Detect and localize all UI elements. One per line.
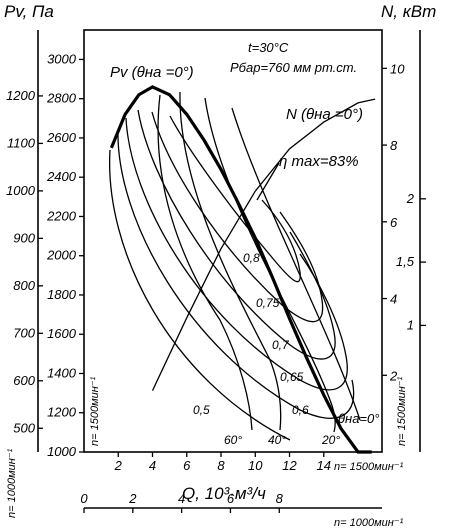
pv-1000-tick-label: 800 <box>13 278 35 293</box>
q-1000-tick-label: 6 <box>227 491 235 506</box>
pv-tick-label: 3000 <box>47 51 77 66</box>
q-axis-ticks: 2 4 6 8 10 12 14 <box>114 452 331 473</box>
pv-1000-tick-label: 600 <box>13 373 35 388</box>
n-tick-label: 4 <box>390 292 397 307</box>
angle-curve-20 <box>204 97 336 433</box>
n-tick-label: 6 <box>390 215 398 230</box>
pv-axis-ticks: 1000 1200 1400 1600 1800 2000 2200 2400 2600 2800… <box>46 51 84 459</box>
efficiency-curve-0-5 <box>108 149 291 441</box>
n-1000-tick-label: 1,5 <box>396 254 415 269</box>
pv-tick-label: 1200 <box>47 405 77 420</box>
angle-label-40: 40° <box>268 433 286 447</box>
efficiency-curve-0-75 <box>151 111 324 323</box>
pv-curve <box>109 85 372 454</box>
pv-1000-tick-label: 700 <box>13 325 35 340</box>
pv-1000-tick-label: 1100 <box>7 135 36 150</box>
power-curve <box>151 98 376 391</box>
angle-curve-60 <box>157 94 253 431</box>
pv-tick-label: 2000 <box>46 248 77 263</box>
pv-tick-label: 2400 <box>46 169 77 184</box>
angle-curve-0 <box>231 107 361 421</box>
pv-axis-rpm-label: n= 1500мин⁻¹ <box>89 376 101 446</box>
n-1000-tick-label: 1 <box>407 317 414 332</box>
q-1000-tick-label: 4 <box>178 491 185 506</box>
n-tick-label: 8 <box>390 138 398 153</box>
pv-1000-tick-label: 1000 <box>6 183 36 198</box>
efficiency-label-0-65: 0,65 <box>280 370 304 384</box>
pv-1000-tick-label: 1200 <box>6 88 36 103</box>
pv-curve-label: Pv (θна =0°) <box>110 64 194 81</box>
pv-tick-label: 1800 <box>47 287 77 302</box>
n-1000-tick-label: 2 <box>406 191 415 206</box>
efficiency-label-0-7: 0,7 <box>272 338 290 352</box>
q-tick-label: 14 <box>317 458 331 473</box>
power-curve-label: N (θна =0°) <box>286 106 363 123</box>
eta-max-label: η max=83% <box>279 153 359 170</box>
efficiency-curve-0-65 <box>125 117 348 391</box>
q-tick-label: 10 <box>248 458 263 473</box>
n-axis-ticks: 2 4 6 8 10 <box>382 61 405 383</box>
pv-axis-title: Pv, Па <box>4 2 54 21</box>
n-tick-label: 2 <box>389 368 398 383</box>
pv-1000-axis-rpm-label: n= 1000мин⁻¹ <box>6 448 18 518</box>
q-1000-axis-rpm-label: n= 1000мин⁻¹ <box>334 517 404 529</box>
q-1000-tick-label: 2 <box>128 491 137 506</box>
efficiency-label-0-5: 0,5 <box>193 403 210 417</box>
q-1000-tick-label: 8 <box>276 491 284 506</box>
temperature-note: t=30°C <box>248 40 289 55</box>
pv-tick-label: 1600 <box>47 326 77 341</box>
q-1000-tick-label: 0 <box>80 491 88 506</box>
q-tick-label: 4 <box>149 458 156 473</box>
eta-max-pointer <box>256 162 280 201</box>
q-axis-title: Q, 10³·м³/ч <box>182 484 266 503</box>
q-axis-rpm-label: n= 1500мин⁻¹ <box>334 461 404 473</box>
efficiency-label-0-6: 0,6 <box>292 403 309 417</box>
plot-frame <box>83 29 383 453</box>
pressure-note: Pбар=760 мм рт.ст. <box>230 60 357 75</box>
angle-label-20: 20° <box>321 433 340 447</box>
q-tick-label: 6 <box>183 458 191 473</box>
angle-curve-40 <box>179 91 282 431</box>
pv-tick-label: 2800 <box>46 91 77 106</box>
efficiency-curve-0-7 <box>137 109 336 360</box>
pv-tick-label: 1000 <box>47 444 77 459</box>
pv-tick-label: 1400 <box>47 365 77 380</box>
efficiency-label-0-75: 0,75 <box>256 296 280 310</box>
q-tick-label: 12 <box>282 458 297 473</box>
pv-tick-label: 2200 <box>46 208 77 223</box>
n-tick-label: 10 <box>390 61 405 76</box>
theta-zero-label: θна=0° <box>338 411 379 426</box>
angle-curves <box>157 91 361 433</box>
n-axis-title: N, кВт <box>381 2 436 21</box>
pv-tick-label: 2600 <box>46 130 77 145</box>
n-axis-rpm-label: n= 1500мин⁻¹ <box>396 376 408 446</box>
q-tick-label: 8 <box>217 458 225 473</box>
q-tick-label: 2 <box>114 458 123 473</box>
efficiency-curve-0-6 <box>117 129 355 419</box>
efficiency-curve-0-8 <box>169 115 301 283</box>
pv-1000-tick-label: 900 <box>13 230 35 245</box>
q-1000-axis-ticks: 0 2 4 6 8 <box>80 491 284 513</box>
n-1000-axis-ticks: 11,52 <box>396 191 426 332</box>
pv-1000-axis-ticks: 500 600 700 800 900 1000 1100 1200 <box>6 88 43 435</box>
efficiency-label-0-8: 0,8 <box>243 251 260 265</box>
angle-label-60: 60° <box>224 433 242 447</box>
pv-1000-tick-label: 500 <box>13 420 35 435</box>
